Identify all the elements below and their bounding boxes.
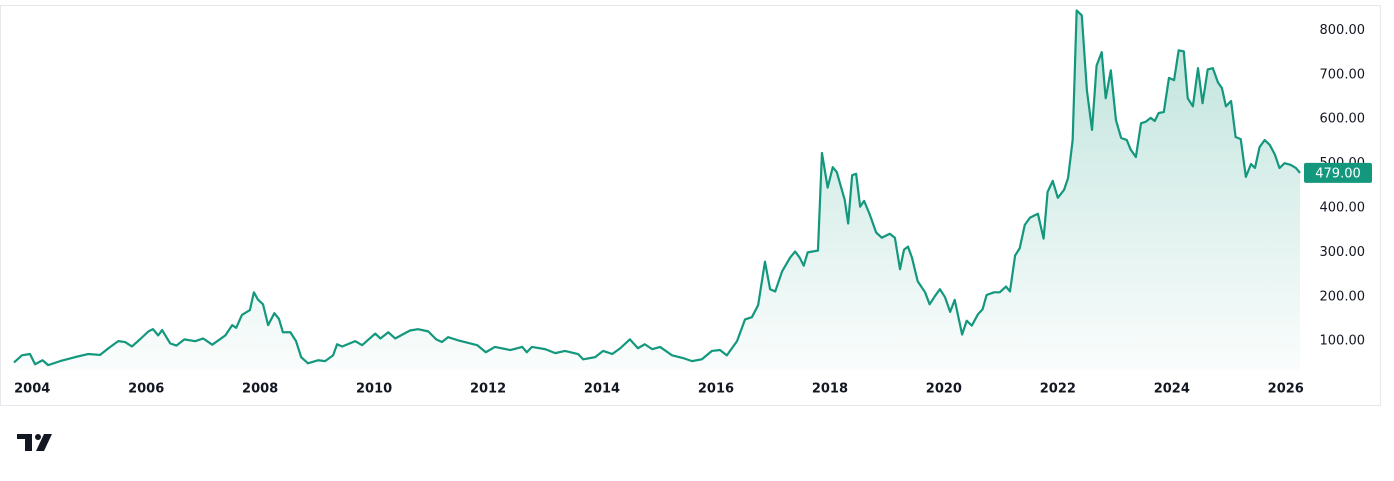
x-tick-label: 2016 (698, 382, 734, 397)
x-tick-label: 2014 (584, 382, 620, 397)
x-tick-label: 2012 (470, 382, 506, 397)
x-tick-label: 2010 (356, 382, 392, 397)
y-tick-label: 400.00 (1320, 200, 1366, 215)
y-tick-label: 600.00 (1320, 112, 1366, 127)
last-value-label: 479.00 (1315, 166, 1361, 181)
x-tick-label: 2022 (1040, 382, 1076, 397)
last-value-tag (1304, 162, 1372, 183)
x-tick-label: 2024 (1154, 382, 1190, 397)
y-tick-label: 800.00 (1320, 23, 1366, 38)
x-tick-label: 2018 (812, 382, 848, 397)
plot-area: 100.00200.00300.00400.00500.00600.00700.… (13, 9, 1372, 397)
x-tick-label: 2026 (1268, 382, 1304, 397)
chart-frame (0, 5, 1381, 406)
y-tick-label: 100.00 (1320, 334, 1366, 349)
brand-logo (17, 434, 52, 451)
y-tick-label: 300.00 (1320, 245, 1366, 260)
y-tick-label: 200.00 (1320, 289, 1366, 304)
area-fill (14, 10, 1300, 370)
x-tick-label: 2020 (926, 382, 962, 397)
y-tick-label: 700.00 (1320, 67, 1366, 82)
x-tick-label: 2004 (14, 382, 50, 397)
x-tick-label: 2008 (242, 382, 278, 397)
price-line (13, 9, 1301, 367)
x-tick-label: 2006 (128, 382, 164, 397)
